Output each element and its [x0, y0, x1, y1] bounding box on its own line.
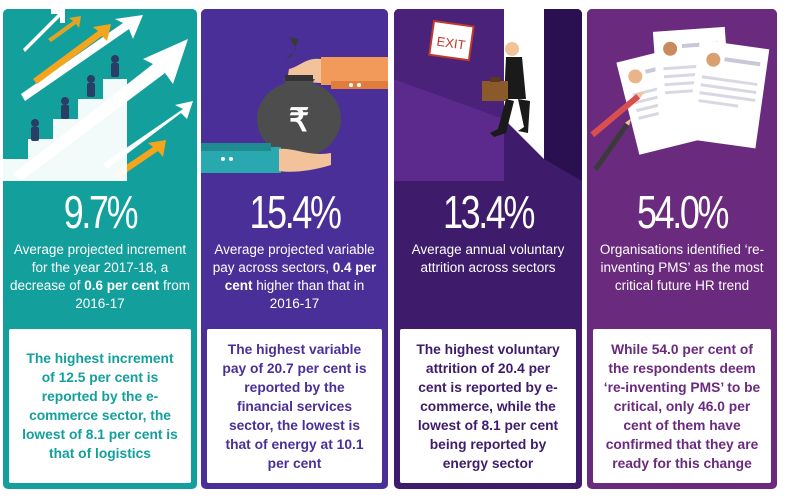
stat-value: 54.0%: [636, 186, 729, 238]
card-top-panel: 9.7% Average projected increment for the…: [3, 9, 197, 324]
card-top-panel: EXIT 13.4% Average annual voluntary attr…: [394, 9, 582, 324]
card-top-panel: 54.0% Organisations identified ‘re-inven…: [587, 9, 777, 324]
highlight-panel: The highest variable pay of 20.7 per cen…: [207, 329, 382, 483]
stat-description: Average annual voluntary attrition acros…: [400, 241, 576, 277]
card-reinventing-pms: 54.0% Organisations identified ‘re-inven…: [587, 9, 777, 489]
stat-value: 13.4%: [442, 186, 535, 238]
resume-documents-icon: [587, 9, 777, 181]
stat-value: 15.4%: [249, 186, 341, 238]
highlight-text: The highest voluntary attrition of 20.4 …: [416, 341, 560, 471]
highlight-panel: The highest increment of 12.5 per cent i…: [9, 329, 191, 483]
highlight-text: The highest variable pay of 20.7 per cen…: [222, 341, 367, 471]
card-attrition: EXIT 13.4% Average annual voluntary attr…: [394, 9, 582, 489]
card-increment: 9.7% Average projected increment for the…: [3, 9, 197, 489]
desc-text: Average projected increment for the year…: [9, 242, 187, 293]
stat-description: Average projected increment for the year…: [9, 241, 191, 313]
rupee-money-bag-icon: ₹: [201, 9, 388, 181]
exit-sign-text: EXIT: [436, 34, 467, 53]
highlight-panel: The highest voluntary attrition of 20.4 …: [400, 329, 576, 483]
exit-door-icon: EXIT: [394, 9, 582, 181]
desc-bold-text: 0.6 per cent: [84, 278, 160, 293]
highlight-panel: While 54.0 per cent of the respondents d…: [593, 329, 771, 483]
desc-bold-text: 0.4 per cent: [224, 260, 377, 293]
desc-text: Average annual voluntary attrition acros…: [411, 242, 565, 275]
desc-text: from 2016-17: [75, 278, 191, 311]
stat-description: Average projected variable pay across se…: [207, 241, 382, 313]
card-variable-pay: ₹ 15.4% Average projected variable pay a…: [201, 9, 388, 489]
staircase-growth-arrows-icon: [3, 9, 197, 181]
stat-description: Organisations identified ‘re-inventing P…: [593, 241, 771, 295]
rupee-symbol: ₹: [289, 102, 309, 138]
highlight-text: The highest increment of 12.5 per cent i…: [22, 351, 178, 461]
highlight-text: While 54.0 per cent of the respondents d…: [603, 341, 761, 471]
desc-text: Organisations identified ‘re-inventing P…: [599, 242, 765, 293]
desc-text: Average projected variable pay across se…: [212, 242, 375, 275]
card-top-panel: ₹ 15.4% Average projected variable pay a…: [201, 9, 388, 324]
stat-value: 9.7%: [63, 186, 139, 238]
desc-text: higher than that in 2016-17: [252, 278, 365, 311]
